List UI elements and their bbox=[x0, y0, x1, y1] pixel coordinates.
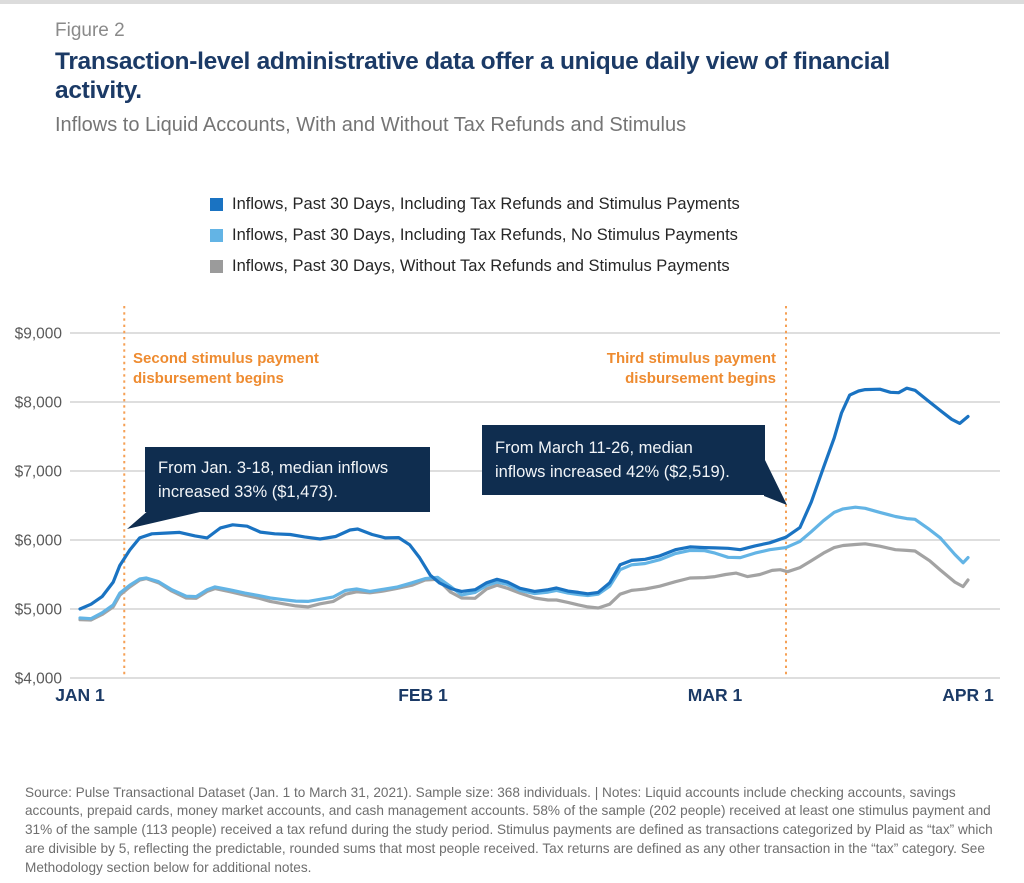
annotation-second-stimulus: Second stimulus payment disbursement beg… bbox=[133, 349, 319, 389]
top-divider bbox=[0, 0, 1024, 4]
legend-item-without-refunds: Inflows, Past 30 Days, Without Tax Refun… bbox=[210, 251, 740, 282]
callout-line: From Jan. 3-18, median inflows bbox=[158, 459, 389, 477]
x-axis-tick-label: APR 1 bbox=[942, 685, 994, 705]
legend-label: Inflows, Past 30 Days, Without Tax Refun… bbox=[232, 257, 730, 275]
y-axis-tick-label: $5,000 bbox=[15, 602, 63, 619]
legend-item-no-stimulus: Inflows, Past 30 Days, Including Tax Ref… bbox=[210, 220, 740, 251]
legend-item-with-stimulus: Inflows, Past 30 Days, Including Tax Ref… bbox=[210, 189, 740, 220]
source-note: Source: Pulse Transactional Dataset (Jan… bbox=[25, 784, 993, 875]
annotation-third-stimulus: Third stimulus payment disbursement begi… bbox=[607, 349, 776, 389]
x-axis-tick-label: JAN 1 bbox=[55, 685, 105, 705]
chart-subtitle: Inflows to Liquid Accounts, With and Wit… bbox=[55, 114, 687, 136]
page-title: Transaction-level administrative data of… bbox=[55, 48, 890, 104]
x-axis-tick-label: MAR 1 bbox=[688, 685, 743, 705]
chart-legend: Inflows, Past 30 Days, Including Tax Ref… bbox=[210, 189, 740, 282]
legend-label: Inflows, Past 30 Days, Including Tax Ref… bbox=[232, 195, 740, 213]
callout-jan-increase: From Jan. 3-18, median inflows increased… bbox=[145, 447, 430, 512]
annotation-line: disbursement begins bbox=[133, 370, 284, 387]
annotation-line: Second stimulus payment bbox=[133, 350, 319, 367]
legend-swatch-blue bbox=[210, 198, 223, 211]
legend-swatch-light-blue bbox=[210, 229, 223, 242]
inflows-line-chart: $4,000 $5,000 $6,000 $7,000 $8,000 $9,000 JAN … bbox=[15, 306, 1000, 705]
x-axis-tick-label: FEB 1 bbox=[398, 685, 448, 705]
callout-line: inflows increased 42% ($2,519). bbox=[495, 463, 730, 481]
y-axis-tick-label: $4,000 bbox=[15, 671, 63, 688]
callout-line: From March 11-26, median bbox=[495, 439, 693, 457]
callout-tail-left bbox=[127, 509, 213, 529]
callout-march-increase: From March 11-26, median inflows increas… bbox=[482, 425, 765, 495]
annotation-line: disbursement begins bbox=[625, 370, 776, 387]
figure-number-label: Figure 2 bbox=[55, 20, 125, 41]
y-axis-tick-label: $9,000 bbox=[15, 326, 63, 343]
series-line bbox=[78, 505, 970, 621]
legend-swatch-gray bbox=[210, 260, 223, 273]
callout-line: increased 33% ($1,473). bbox=[158, 483, 338, 501]
y-axis-tick-label: $6,000 bbox=[15, 533, 63, 550]
series-line bbox=[78, 386, 970, 611]
legend-label: Inflows, Past 30 Days, Including Tax Ref… bbox=[232, 226, 738, 244]
y-axis-tick-label: $8,000 bbox=[15, 395, 63, 412]
y-axis-tick-label: $7,000 bbox=[15, 464, 63, 481]
callout-tail-right bbox=[764, 458, 787, 505]
annotation-line: Third stimulus payment bbox=[606, 350, 776, 367]
